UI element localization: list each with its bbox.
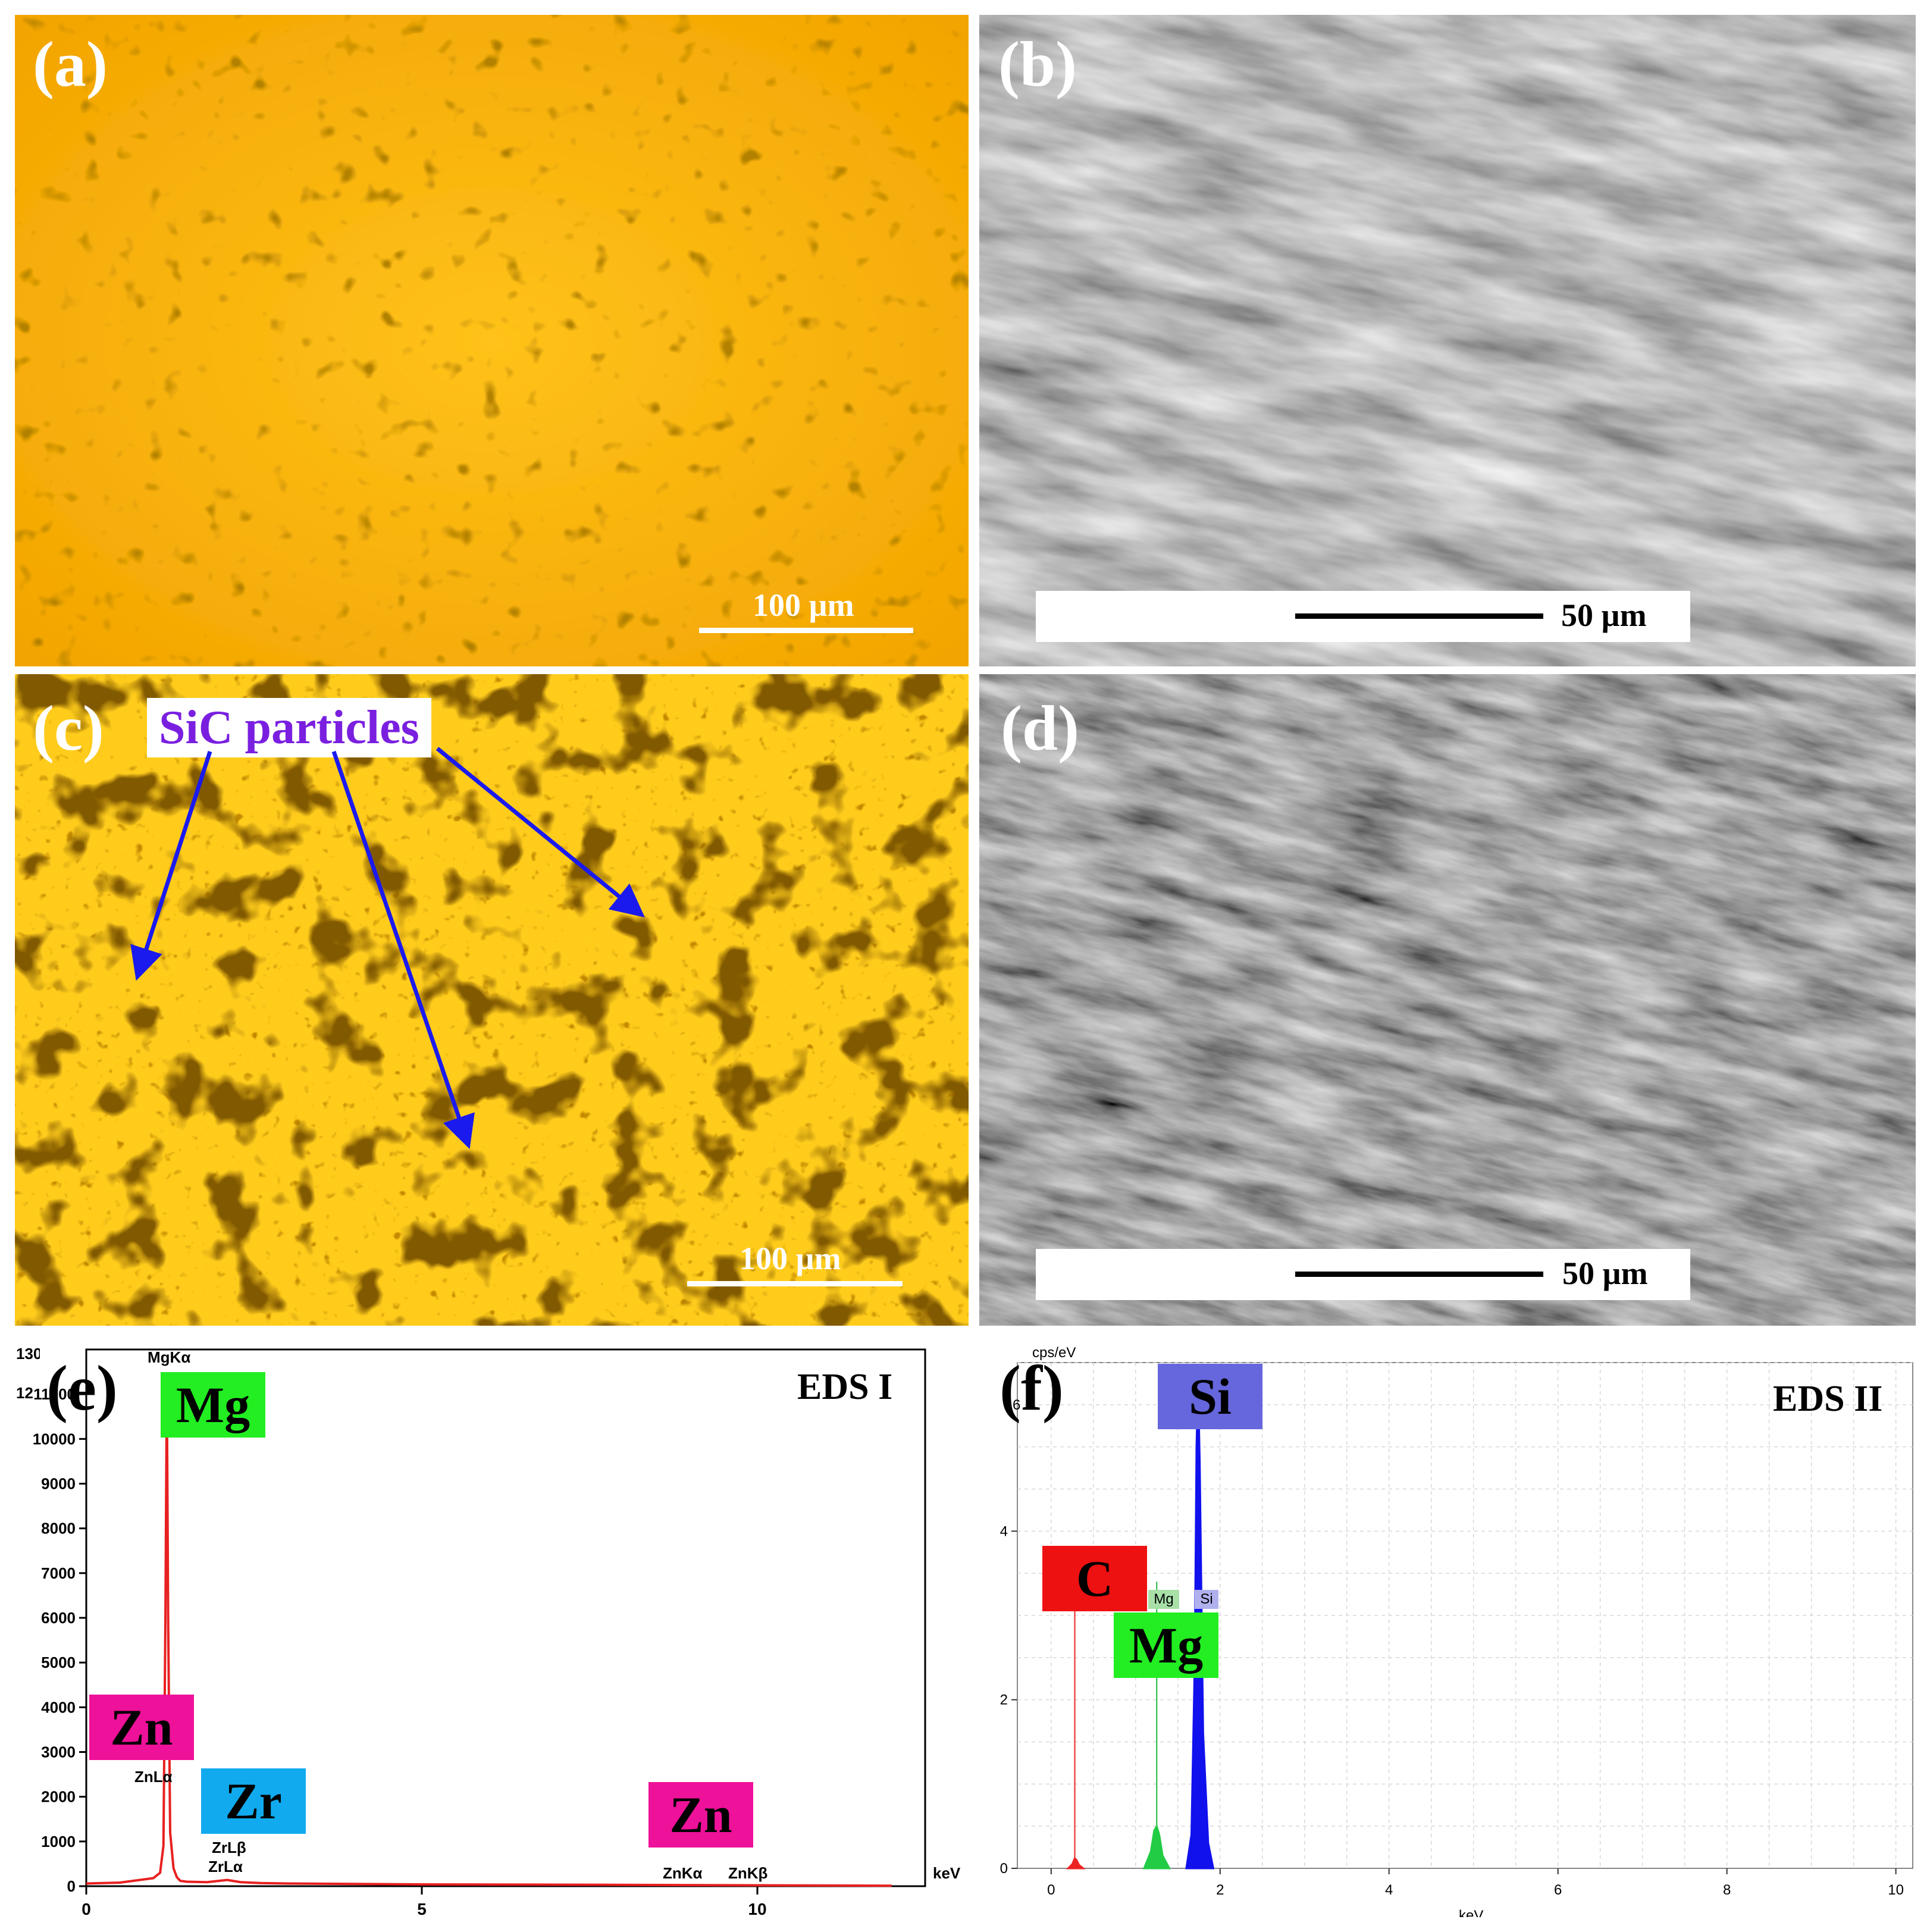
micrograph-b-image: [979, 15, 1916, 666]
eds2-xtick-label: 4: [1385, 1882, 1393, 1898]
eds1-tag-zn-low: Zn: [89, 1695, 194, 1760]
scale-bar-a: [699, 628, 913, 633]
arrow-3: [435, 747, 645, 918]
eds-chart-1-svg: 0100020003000400050006000700080009000100…: [33, 1348, 926, 1918]
eds1-ytick-label: 8000: [41, 1520, 76, 1538]
eds-chart-1-title: EDS I: [797, 1367, 893, 1407]
eds1-tag-zn-high: Zn: [648, 1782, 753, 1848]
arrow-1: [130, 750, 212, 981]
eds1-ytick-label: 4000: [41, 1698, 76, 1716]
eds1-partial-ylabel: 13000: [16, 1346, 40, 1361]
micrograph-b: (b) 50 µm: [979, 15, 1916, 666]
eds1-ytick-label: 9000: [41, 1475, 76, 1493]
eds-chart-1: 0 1000 2000 3000 4000 5000 6000 7000 8000 9000 100…: [0, 1333, 970, 1932]
eds2-partial-ylabel: 6: [1013, 1397, 1021, 1413]
eds1-xtick-label: 0: [82, 1900, 91, 1918]
eds2-xtick-label: 2: [1216, 1882, 1224, 1898]
peak-label-znkb: ZnKβ: [728, 1864, 768, 1882]
eds1-ytick-label: 10000: [33, 1430, 76, 1448]
eds2-ytick-label: 2: [1000, 1692, 1008, 1708]
eds2-xtick-label: 8: [1723, 1882, 1731, 1898]
eds2-ylabel: cps/eV: [1032, 1345, 1076, 1361]
peak-label-zrlb: ZrLβ: [212, 1839, 246, 1856]
callout-arrows: [130, 747, 645, 1150]
scale-text-d: 50 µm: [1562, 1255, 1648, 1291]
eds1-ytick-label: 1000: [41, 1833, 76, 1850]
scale-bar-d: [1295, 1272, 1543, 1277]
eds1-xlabel: keV: [933, 1864, 961, 1882]
micrograph-d: (d) 50 µm: [979, 674, 1916, 1326]
eds1-tag-zr: Zr: [201, 1768, 306, 1834]
eds2-xtick-label: 0: [1047, 1882, 1055, 1898]
panel-label-e: (e): [46, 1353, 118, 1424]
eds1-ytick-label: 6000: [41, 1609, 76, 1627]
eds1-tag-mg: Mg: [161, 1372, 265, 1438]
eds1-ytick-label: 2000: [41, 1788, 76, 1806]
eds2-tag-si: Si: [1158, 1364, 1262, 1429]
eds1-ytick-label: 7000: [41, 1564, 76, 1582]
eds-chart-2: 0 2 4 0 2 4 6 8 10 (f) EDS II cps/eV 6 Si C Mg M…: [976, 1333, 1930, 1932]
micrograph-c: (c) SiC particles 100 µm: [15, 674, 969, 1326]
peak-label-zrla: ZrLα: [208, 1858, 243, 1875]
sic-particles-callout: SiC particles: [147, 698, 431, 757]
eds2-xtick-label: 6: [1554, 1882, 1562, 1898]
eds-chart-2-title: EDS II: [1773, 1379, 1883, 1419]
eds2-tag-c: C: [1042, 1546, 1147, 1611]
micrograph-c-image: [15, 674, 969, 1326]
arrow-2: [331, 750, 475, 1150]
eds2-small-tag-mg: Mg: [1148, 1590, 1179, 1609]
panel-label-c: (c): [33, 693, 104, 764]
micrograph-d-image: [979, 674, 1916, 1326]
panel-label-d: (d): [1001, 693, 1079, 764]
eds2-xlabel: keV: [1459, 1909, 1484, 1917]
eds2-xtick-label: 10: [1888, 1882, 1904, 1898]
peak-label-znla: ZnLα: [134, 1768, 173, 1786]
eds1-partial-ylabel-2: 12: [16, 1385, 33, 1401]
eds2-ytick-label: 4: [1000, 1523, 1008, 1539]
scale-bar-c: [687, 1281, 903, 1286]
panel-label-b: (b): [998, 29, 1077, 100]
eds1-ytick-label: 11000: [33, 1385, 76, 1403]
panel-label-a: (a): [33, 29, 108, 100]
scale-text-b: 50 µm: [1561, 597, 1647, 633]
eds2-tag-mg: Mg: [1114, 1612, 1218, 1678]
eds1-ytick-label: 3000: [41, 1743, 76, 1761]
micrograph-a: (a) 100 µm: [15, 15, 969, 666]
peak-label-mgka: MgKα: [148, 1348, 191, 1366]
scale-text-c: 100 µm: [740, 1241, 841, 1276]
eds1-ytick-label: 5000: [41, 1654, 76, 1671]
eds2-peak-c: [1066, 1856, 1086, 1870]
eds1-ytick-label: 0: [67, 1877, 76, 1895]
panel-label-f: (f): [1000, 1353, 1064, 1424]
eds1-spectrum-line: [86, 1380, 892, 1887]
eds1-xtick-label: 10: [748, 1900, 766, 1918]
eds2-peak-mg: [1142, 1824, 1171, 1870]
scale-text-a: 100 µm: [753, 587, 854, 623]
eds1-xtick-label: 5: [417, 1900, 427, 1918]
peak-label-znka: ZnKα: [663, 1864, 703, 1882]
micrograph-a-image: [15, 15, 969, 666]
eds2-ytick-label: 0: [1000, 1861, 1008, 1877]
scale-bar-b: [1295, 613, 1543, 619]
eds2-small-tag-si: Si: [1195, 1590, 1218, 1609]
